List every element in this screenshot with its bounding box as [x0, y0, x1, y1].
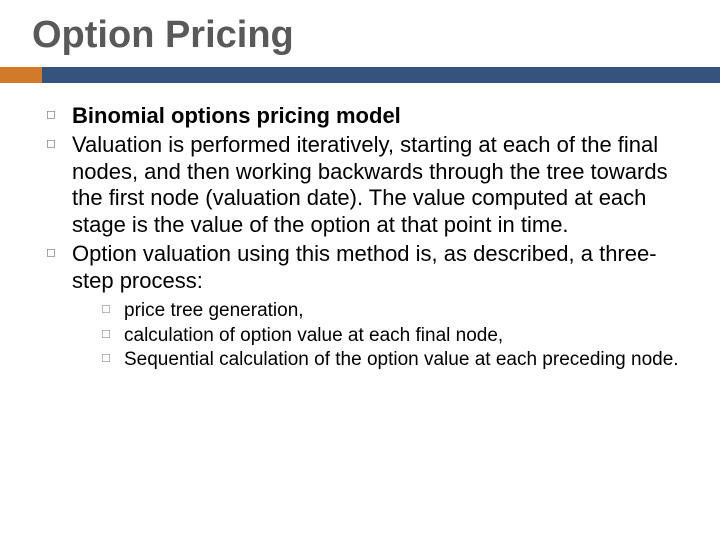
sub-bullet-text: Sequential calculation of the option val… — [124, 349, 679, 370]
primary-list: Binomial options pricing model Valuation… — [46, 103, 690, 372]
divider-bar — [0, 67, 720, 83]
sub-bullet-text: calculation of option value at each fina… — [124, 325, 503, 346]
sub-list-item: calculation of option value at each fina… — [102, 324, 690, 348]
bullet-text: Valuation is performed iteratively, star… — [72, 132, 668, 237]
bullet-text: Binomial options pricing model — [72, 103, 401, 128]
list-item: Binomial options pricing model — [46, 103, 690, 130]
content-area: Binomial options pricing model Valuation… — [0, 83, 720, 372]
secondary-list: price tree generation, calculation of op… — [72, 299, 690, 372]
sub-list-item: Sequential calculation of the option val… — [102, 348, 690, 372]
sub-bullet-text: price tree generation, — [124, 300, 304, 321]
sub-list-item: price tree generation, — [102, 299, 690, 323]
bullet-text: Option valuation using this method is, a… — [72, 241, 657, 293]
list-item: Valuation is performed iteratively, star… — [46, 132, 690, 239]
page-title: Option Pricing — [0, 0, 720, 67]
list-item: Option valuation using this method is, a… — [46, 241, 690, 372]
divider-accent-left — [0, 67, 42, 83]
slide: Option Pricing Binomial options pricing … — [0, 0, 720, 540]
divider-accent-right — [42, 67, 720, 83]
